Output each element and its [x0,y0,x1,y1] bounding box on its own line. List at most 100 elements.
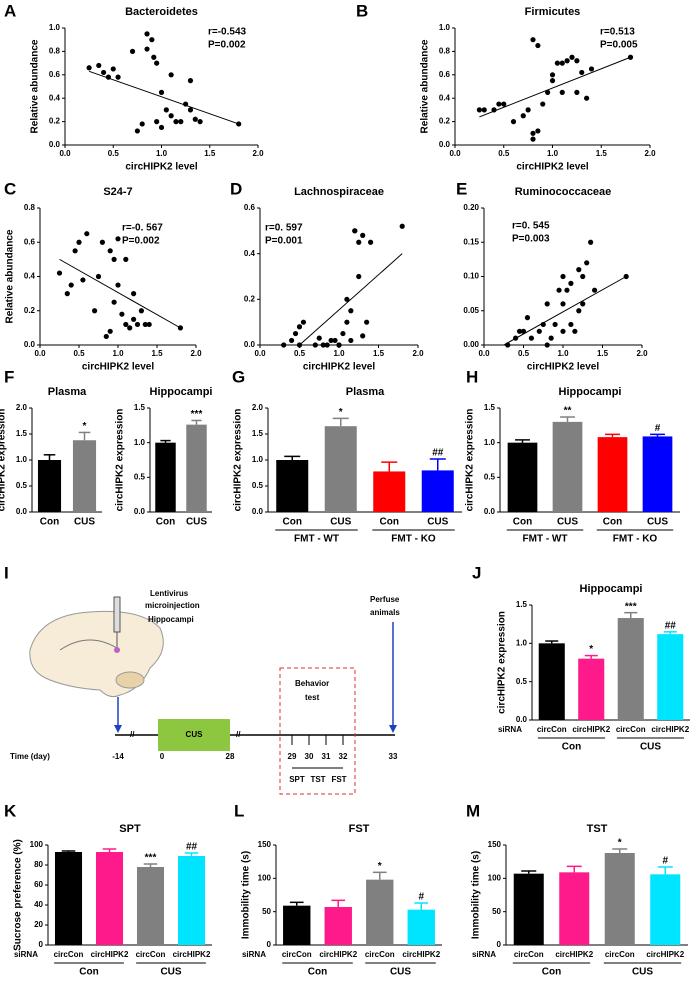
chart-title: Firmicutes [525,6,581,18]
cus-phase [158,719,230,751]
point [296,324,303,330]
point [149,37,155,43]
bar [136,867,165,945]
y-axis-label: circHIPK2 expression [233,409,244,512]
x-tick-label: CUS [186,517,207,528]
x-tick-label: 0.5 [108,149,120,158]
significance: * [83,421,87,432]
y-tick-label: 0.5 [134,472,146,481]
day: 29 [288,752,297,761]
y-tick-label: 0 [497,940,502,949]
y-tick-label: 50 [492,907,501,916]
point [348,337,354,344]
chart-title: FST [349,823,370,835]
y-tick-label: 150 [488,840,502,849]
point [138,308,144,314]
x-tick-label: 1.5 [596,149,608,158]
x-tick-label: 0.0 [59,149,71,158]
bar [324,426,357,512]
annotation: r=0.513 [600,27,635,38]
point [564,287,570,293]
group-label: Con [79,967,98,978]
y-tick-label: 1.0 [516,638,528,647]
point [580,273,586,280]
point [127,325,133,331]
label: Hippocampi [148,615,194,624]
x-tick-label: circHIPK2 [572,725,610,734]
row-label: siRNA [472,950,496,959]
x-tick-label: 2.0 [252,149,264,158]
y-tick-label: 0.2 [439,117,451,126]
point [576,308,582,314]
y-tick-label: 2.0 [16,403,28,412]
group-label: FMT - KO [613,534,658,545]
y-tick-label: 0.10 [463,272,479,281]
cerebellum [115,671,145,689]
label: microinjection [145,601,200,610]
point [107,328,113,334]
group-label: CUS [632,967,653,978]
panel-label: A [4,1,16,20]
y-tick-label: 80 [34,860,43,869]
y-axis-label: Relative abundance [420,39,431,133]
point [574,89,580,95]
significance: # [655,423,661,434]
annotation: P=0.005 [600,40,638,51]
break: // [236,730,241,739]
point [544,301,550,307]
group-label: CUS [390,967,411,978]
y-axis-label: Sucrose preference (%) [13,839,24,951]
y-tick-label: 20 [34,920,43,929]
bar [177,856,206,945]
x-tick-label: circHIPK2 [319,950,357,959]
point [115,282,121,288]
significance: ## [186,842,198,853]
point [336,342,342,348]
point [524,315,531,321]
point [192,116,198,122]
group-label: CUS [640,742,661,753]
bar [578,658,605,720]
row-label: siRNA [242,950,266,959]
y-tick-label: 0.05 [463,306,479,315]
point [95,273,102,280]
significance: # [662,856,668,867]
trend-line [503,276,627,346]
point [197,119,203,125]
y-tick-label: 0.8 [439,47,451,56]
y-tick-label: 0.2 [24,306,36,315]
point [560,301,566,307]
y-tick-label: 0 [39,940,44,949]
label: Behavior [295,679,329,688]
x-tick-label: 2.0 [412,349,424,358]
point [560,273,566,280]
y-tick-label: 2.0 [252,403,264,412]
y-tick-label: 1.0 [484,438,496,447]
x-tick-label: Con [40,517,59,528]
point [584,260,590,266]
point [496,101,502,107]
y-tick-label: 100 [30,840,44,849]
point [123,256,129,262]
annotation: r=0. 545 [512,221,550,232]
point [348,308,354,314]
y-axis-label: circHIPK2 expression [497,611,508,714]
point [300,319,307,325]
point [68,282,74,288]
point [123,321,129,328]
point [356,239,362,245]
annotation: r=-0.543 [208,27,247,38]
annotation: P=0.002 [122,236,160,247]
x-axis-label: circHIPK2 level [516,162,588,173]
point [320,342,326,348]
panel-label: F [4,367,14,386]
point [64,291,70,297]
y-tick-label: 0 [267,940,272,949]
trend-line [299,253,403,346]
x-tick-label: 0.0 [449,149,461,158]
x-tick-label: circHIPK2 [173,950,211,959]
point [525,107,531,113]
x-tick-label: circHIPK2 [651,725,689,734]
bar [276,460,309,512]
y-tick-label: 40 [34,900,43,909]
